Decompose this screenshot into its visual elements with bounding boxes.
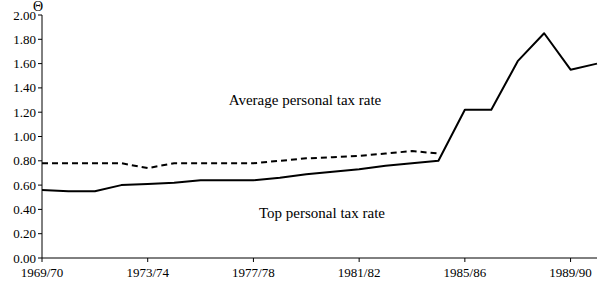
y-tick-label: 1.60 <box>13 56 36 71</box>
x-tick-label: 1977/78 <box>232 265 275 280</box>
y-tick-label: 1.80 <box>13 32 36 47</box>
y-tick-label: 2.00 <box>13 8 36 23</box>
y-tick <box>38 233 42 234</box>
y-tick-label: 0.20 <box>13 226 36 241</box>
y-tick-label: 1.40 <box>13 80 36 95</box>
y-tick-label: 1.00 <box>13 129 36 144</box>
x-tick-label: 1981/82 <box>338 265 381 280</box>
y-tick-label: 1.20 <box>13 105 36 120</box>
y-tick <box>38 39 42 40</box>
x-tick-label: 1969/70 <box>21 265 64 280</box>
series-line <box>42 151 438 168</box>
y-tick-label: 0.60 <box>13 178 36 193</box>
series-label: Top personal tax rate <box>259 205 385 221</box>
y-tick <box>38 15 42 16</box>
y-tick <box>38 63 42 64</box>
x-tick-label: 1989/90 <box>549 265 592 280</box>
x-tick <box>359 258 360 262</box>
y-tick <box>38 160 42 161</box>
chart: Θ0.000.200.400.600.801.001.201.401.601.8… <box>0 0 600 286</box>
x-tick <box>147 258 148 262</box>
x-tick-label: 1985/86 <box>444 265 487 280</box>
x-tick <box>464 258 465 262</box>
y-tick <box>38 258 42 259</box>
plot-area <box>42 33 597 191</box>
x-tick <box>42 258 43 262</box>
y-tick <box>38 112 42 113</box>
series-label: Average personal tax rate <box>229 92 382 108</box>
y-tick <box>38 185 42 186</box>
y-tick-label: 0.40 <box>13 202 36 217</box>
series-line <box>42 33 597 191</box>
y-tick <box>38 87 42 88</box>
x-axis <box>42 258 597 259</box>
y-tick <box>38 209 42 210</box>
y-tick <box>38 136 42 137</box>
y-tick-label: 0.80 <box>13 153 36 168</box>
x-tick-label: 1973/74 <box>126 265 169 280</box>
x-tick <box>570 258 571 262</box>
x-tick <box>253 258 254 262</box>
y-tick-label: 0.00 <box>13 251 36 266</box>
